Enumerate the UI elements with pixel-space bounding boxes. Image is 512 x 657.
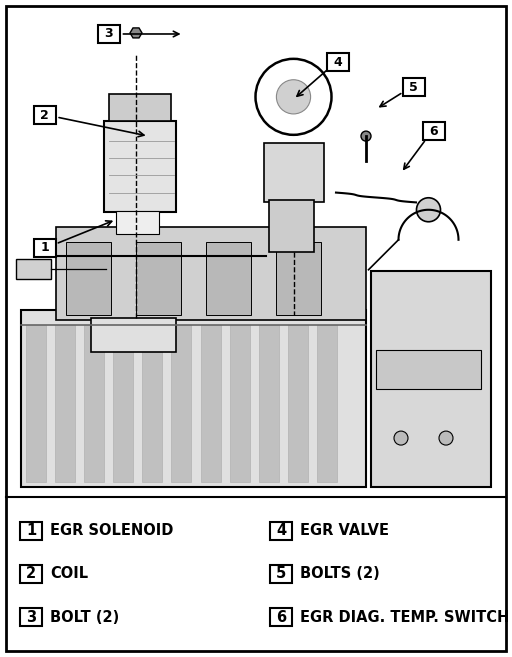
Bar [270,522,292,540]
Text: 6: 6 [429,125,438,138]
Bar [268,200,313,252]
Text: 2: 2 [40,108,49,122]
Text: BOLT (2): BOLT (2) [50,610,119,625]
Polygon shape [130,28,142,38]
Circle shape [255,59,331,135]
Bar [116,211,159,235]
Bar [20,608,42,626]
Bar [270,565,292,583]
Bar [422,122,444,140]
Bar [56,227,366,320]
Bar [33,106,55,124]
Bar [21,310,366,487]
Bar [276,242,321,315]
Bar [136,242,181,315]
Bar [327,53,349,72]
Bar [66,242,111,315]
Text: EGR DIAG. TEMP. SWITCH: EGR DIAG. TEMP. SWITCH [300,610,509,625]
Bar [55,325,75,482]
Text: 4: 4 [276,524,286,538]
Text: 2: 2 [26,566,36,581]
Bar [20,565,42,583]
Text: 6: 6 [276,610,286,625]
Bar [20,522,42,540]
Text: 5: 5 [276,566,286,581]
Text: 4: 4 [333,56,342,69]
Text: COIL: COIL [50,566,88,581]
Bar [371,271,491,487]
Bar [288,325,308,482]
Circle shape [361,131,371,141]
Text: 5: 5 [409,81,418,93]
Bar [230,325,250,482]
Text: EGR VALVE: EGR VALVE [300,524,389,538]
Bar [317,325,337,482]
Circle shape [416,198,440,222]
Circle shape [439,431,453,445]
Bar [33,238,55,257]
Bar [16,259,51,279]
Text: 1: 1 [40,241,49,254]
Text: 3: 3 [104,28,113,41]
Bar [172,325,191,482]
Bar [84,325,104,482]
Bar [97,25,119,43]
Bar [109,95,171,122]
Bar [206,242,251,315]
Bar [113,325,133,482]
Bar [201,325,221,482]
Bar [103,122,176,212]
Text: EGR SOLENOID: EGR SOLENOID [50,524,174,538]
Bar [376,350,481,389]
Text: BOLTS (2): BOLTS (2) [300,566,380,581]
Bar [91,318,176,352]
Text: 1: 1 [26,524,36,538]
Bar [402,78,424,96]
Circle shape [394,431,408,445]
Bar [259,325,279,482]
Bar [26,325,46,482]
Text: 3: 3 [26,610,36,625]
Bar [270,608,292,626]
Circle shape [276,79,311,114]
Bar [264,143,324,202]
Bar [142,325,162,482]
